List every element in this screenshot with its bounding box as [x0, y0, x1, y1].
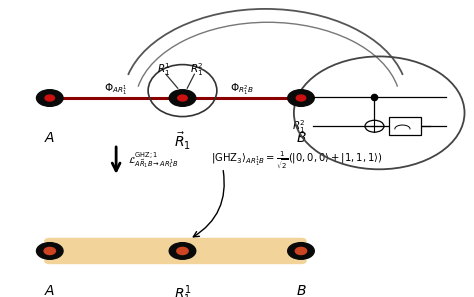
Text: $R_1^1$: $R_1^1$ [173, 284, 191, 297]
Text: $A$: $A$ [44, 131, 55, 145]
Text: $|\mathrm{GHZ}_3\rangle_{AR_1^1 B} = \frac{1}{\sqrt{2}}(|0,0,0\rangle + |1,1,1\r: $|\mathrm{GHZ}_3\rangle_{AR_1^1 B} = \fr… [211, 149, 383, 171]
Circle shape [36, 243, 63, 259]
Text: $R_1^1$: $R_1^1$ [156, 61, 171, 78]
Circle shape [177, 247, 188, 255]
Text: $\vec{R}_1$: $\vec{R}_1$ [174, 131, 191, 152]
Text: $B$: $B$ [296, 131, 306, 145]
Circle shape [36, 90, 63, 106]
Circle shape [45, 95, 55, 101]
FancyBboxPatch shape [44, 238, 307, 264]
Circle shape [295, 247, 307, 255]
Circle shape [169, 243, 196, 259]
Text: $\mathcal{L}^{\mathrm{GHZ;1}}_{A\vec{R}_1 B \to AR_1^1 B}$: $\mathcal{L}^{\mathrm{GHZ;1}}_{A\vec{R}_… [128, 150, 179, 170]
Circle shape [296, 95, 306, 101]
Text: $\Phi_{R_1^2 B}$: $\Phi_{R_1^2 B}$ [230, 80, 254, 97]
FancyBboxPatch shape [389, 117, 421, 135]
Circle shape [288, 243, 314, 259]
Circle shape [178, 95, 187, 101]
Text: $R_1^1$: $R_1^1$ [292, 88, 306, 105]
Circle shape [169, 90, 196, 106]
Text: $R_1^2$: $R_1^2$ [292, 118, 306, 135]
Text: $\Phi_{AR_1^1}$: $\Phi_{AR_1^1}$ [104, 80, 128, 97]
Text: $B$: $B$ [296, 284, 306, 297]
Circle shape [44, 247, 55, 255]
Circle shape [288, 90, 314, 106]
Text: $A$: $A$ [44, 284, 55, 297]
Text: $R_1^2$: $R_1^2$ [190, 61, 204, 78]
